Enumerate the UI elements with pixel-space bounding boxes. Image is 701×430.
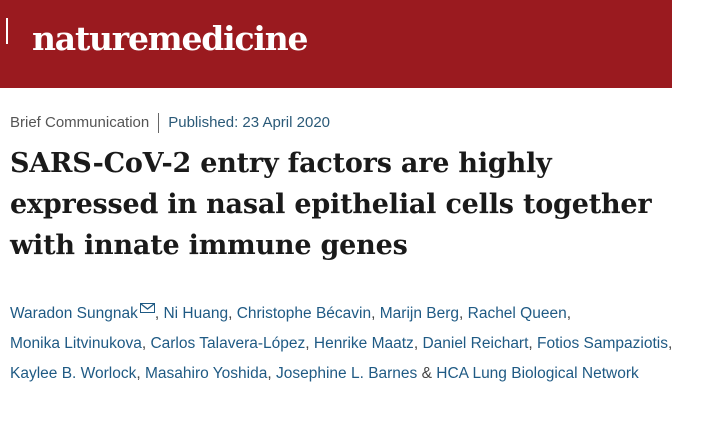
author-link[interactable]: Kaylee B. Worlock <box>10 365 137 382</box>
author-separator: , <box>371 305 380 322</box>
author-link[interactable]: Rachel Queen <box>467 305 567 322</box>
article-type: Brief Communication <box>10 114 150 131</box>
author-link[interactable]: Waradon Sungnak <box>10 305 138 322</box>
author-separator: , <box>667 335 673 352</box>
author-separator: , <box>141 335 151 352</box>
article-meta: Brief Communication Published: 23 April … <box>10 112 330 134</box>
author-link[interactable]: Marijn Berg <box>379 305 459 322</box>
author-link[interactable]: Fotios Sampaziotis <box>537 335 668 352</box>
author-link[interactable]: Ni Huang <box>163 305 229 322</box>
meta-divider <box>158 113 160 133</box>
masthead: naturemedicine <box>0 0 672 88</box>
author-link[interactable]: Daniel Reichart <box>422 335 529 352</box>
author-link[interactable]: Christophe Bécavin <box>236 305 372 322</box>
author-separator: , <box>528 335 538 352</box>
envelope-icon[interactable] <box>139 303 155 313</box>
author-list: Waradon Sungnak, Ni Huang, Christophe Bé… <box>10 299 690 389</box>
article-title: SARS-CoV-2 entry factors are highly expr… <box>10 148 652 261</box>
author-separator: , <box>228 305 237 322</box>
author-separator: , <box>154 305 164 322</box>
author-separator: , <box>566 305 572 322</box>
author-separator: , <box>136 365 145 382</box>
menu-edge-icon <box>0 18 8 44</box>
author-separator: , <box>305 335 314 352</box>
author-link[interactable]: HCA Lung Biological Network <box>436 365 639 382</box>
author-conjunction: & <box>417 365 437 382</box>
logo-word-nature: nature <box>32 19 149 58</box>
journal-logo[interactable]: naturemedicine <box>32 14 309 64</box>
publication-date: Published: 23 April 2020 <box>168 114 331 131</box>
author-link[interactable]: Masahiro Yoshida <box>144 365 268 382</box>
author-separator: , <box>413 335 423 352</box>
author-link[interactable]: Henrike Maatz <box>313 335 414 352</box>
author-link[interactable]: Josephine L. Barnes <box>275 365 418 382</box>
author-separator: , <box>459 305 468 322</box>
logo-word-medicine: medicine <box>147 19 309 58</box>
author-separator: , <box>267 365 276 382</box>
author-link[interactable]: Carlos Talavera-López <box>150 335 306 352</box>
author-link[interactable]: Monika Litvinukova <box>10 335 142 352</box>
